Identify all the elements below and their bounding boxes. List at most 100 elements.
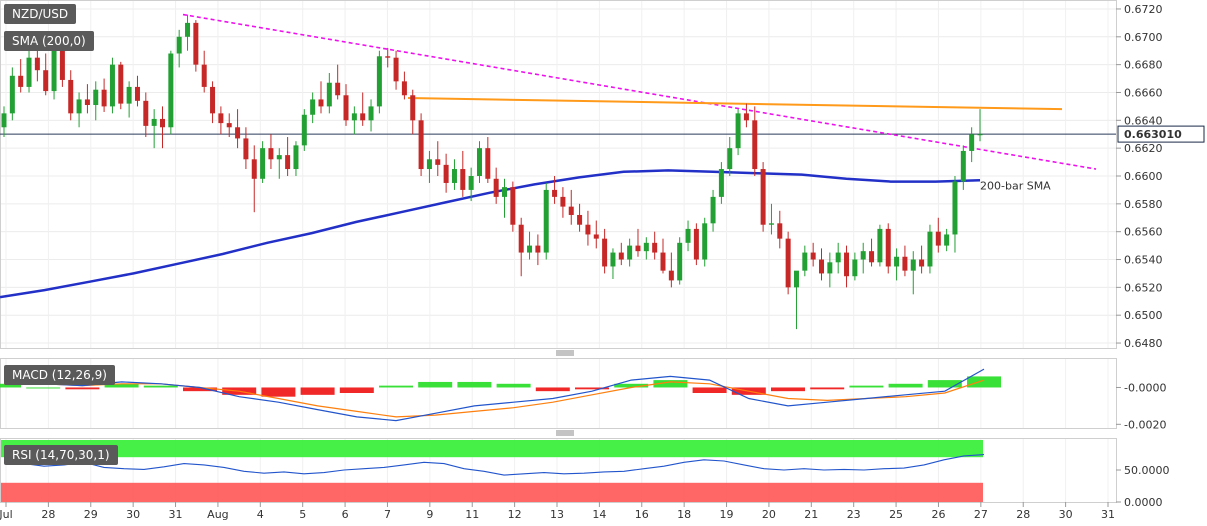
symbol-badge[interactable]: NZD/USD: [4, 4, 77, 24]
candle-body: [860, 251, 866, 260]
candle-body: [593, 234, 599, 239]
candle-body: [276, 155, 282, 160]
candle-body: [335, 82, 341, 96]
time-tick-label: 12: [508, 508, 522, 521]
candle-body: [426, 159, 432, 170]
candle-body: [293, 145, 299, 170]
macd-histogram-bar: [927, 380, 962, 388]
candle-body: [193, 22, 199, 65]
candle-body: [451, 169, 457, 183]
macd-line: [3, 368, 985, 422]
time-tick-label: 7: [384, 508, 391, 521]
candle-body: [502, 187, 508, 197]
time-tick-label: 28: [1016, 508, 1030, 521]
candle-body: [793, 270, 799, 288]
candle-body: [260, 148, 266, 179]
price-tick-label: 0.6540: [1124, 254, 1163, 267]
candle-body: [68, 79, 74, 114]
candle-body: [360, 113, 366, 121]
price-tick-label: 0.6600: [1124, 170, 1163, 183]
candle-body: [910, 259, 916, 271]
candle-body: [76, 99, 82, 114]
macd-histogram-bar: [300, 387, 335, 395]
candle-body: [310, 99, 316, 115]
candle-body: [835, 252, 841, 263]
candle-body: [743, 113, 749, 121]
candle-body: [802, 252, 808, 271]
macd-histogram-bar: [888, 383, 923, 388]
candle-body: [844, 252, 850, 277]
macd-histogram-bar: [496, 383, 531, 388]
candle-body: [927, 231, 933, 267]
candle-body: [568, 206, 574, 215]
candle-body: [9, 75, 15, 114]
price-tick-label: 0.6720: [1124, 3, 1163, 16]
panel-border: [0, 358, 1117, 429]
candle-body: [710, 196, 716, 224]
price-tick-label: 0.6620: [1124, 142, 1163, 155]
price-tick-label: 0.6700: [1124, 31, 1163, 44]
candle-body: [768, 223, 774, 225]
price-tick-label: 0.6480: [1124, 337, 1163, 350]
candle-body: [176, 36, 182, 54]
macd-histogram-bar: [261, 387, 296, 397]
time-tick-label: 14: [592, 508, 606, 521]
candle-body: [527, 245, 533, 253]
time-tick-label: 13: [550, 508, 564, 521]
descending-trendline: [182, 13, 1097, 170]
macd-histogram-bar: [183, 387, 217, 392]
price-tick-label: 0.6520: [1124, 281, 1163, 294]
rsi-indicator-badge[interactable]: RSI (14,70,30,1): [4, 445, 118, 465]
candle-body: [301, 114, 307, 146]
candle-body: [268, 148, 274, 160]
candle-body: [159, 118, 165, 128]
candle-body: [819, 259, 825, 274]
price-tick-label: 0.6680: [1124, 59, 1163, 72]
time-tick-label: Aug: [207, 508, 228, 521]
candle-body: [960, 150, 966, 182]
candle-body: [93, 89, 99, 106]
candle-body: [460, 169, 466, 190]
candle-body: [343, 95, 349, 121]
candle-body: [627, 245, 633, 260]
macd-indicator-badge[interactable]: MACD (12,26,9): [4, 365, 115, 385]
time-tick-label: 30: [1059, 508, 1073, 521]
candle-body: [935, 231, 941, 246]
candle-body: [869, 251, 875, 263]
candle-body: [877, 228, 883, 263]
candle-body: [785, 238, 791, 288]
candle-body: [894, 256, 900, 267]
candle-body: [126, 86, 132, 104]
candle-body: [476, 148, 482, 176]
candle-body: [693, 228, 699, 260]
candle-body: [777, 223, 783, 239]
sma-indicator-badge[interactable]: SMA (200,0): [4, 31, 94, 51]
rsi-line: [3, 454, 985, 476]
candle-body: [59, 46, 65, 80]
macd-histogram-bar: [575, 387, 609, 390]
candle-body: [393, 57, 399, 82]
candle-body: [969, 134, 975, 151]
macd-histogram-bar: [692, 387, 727, 393]
time-tick-label: Jul: [0, 508, 13, 521]
time-tick-label: 16: [635, 508, 649, 521]
candle-body: [235, 127, 241, 139]
time-tick-label: 19: [720, 508, 734, 521]
candle-body: [610, 252, 616, 267]
candle-body: [201, 64, 207, 87]
price-tick-label: 0.6560: [1124, 226, 1163, 239]
candle-body: [493, 178, 499, 197]
sma-200-line: [0, 169, 981, 299]
candle-body: [218, 113, 224, 124]
candle-body: [727, 148, 733, 170]
candle-body: [885, 228, 891, 267]
candle-body: [668, 270, 674, 281]
candle-body: [585, 224, 591, 235]
time-tick-label: 18: [677, 508, 691, 521]
candle-body: [977, 134, 983, 136]
sma-annotation-label: 200-bar SMA: [980, 180, 1051, 193]
rsi-oversold-zone: [1, 482, 983, 502]
candle-body: [410, 95, 416, 121]
rsi-tick-label: 0.0000: [1124, 496, 1163, 509]
macd-histogram-bar: [967, 376, 1001, 388]
